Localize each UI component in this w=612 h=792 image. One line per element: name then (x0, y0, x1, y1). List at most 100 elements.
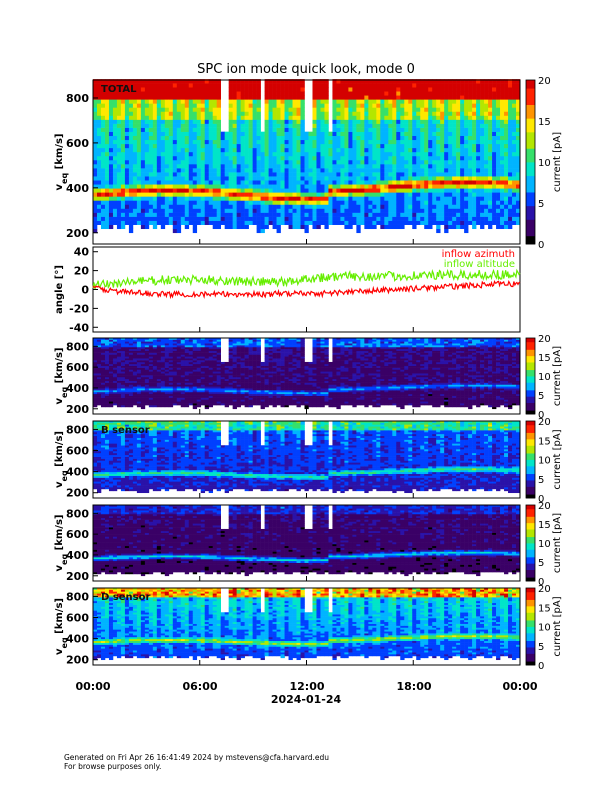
colorbar-tick-label: 10 (538, 158, 551, 169)
y-tick-label: 800 (66, 507, 89, 520)
footer-browse-note: For browse purposes only. (64, 762, 161, 771)
heatmap-cells (93, 587, 521, 661)
y-tick-label: 200 (66, 487, 89, 500)
panel-label: TOTAL (101, 84, 137, 95)
y-tick-label: 600 (66, 137, 89, 150)
colorbar-tick-label: 5 (538, 475, 544, 486)
colorbar-tick-label: 20 (538, 76, 551, 87)
y-tick-label: 600 (66, 361, 89, 374)
y-tick-label: 400 (66, 382, 89, 395)
colorbar-label: current [pA] (552, 429, 563, 489)
colorbar-tick-label: 15 (538, 603, 551, 614)
y-tick-label: 600 (66, 528, 89, 541)
y-tick-label: 800 (66, 92, 89, 105)
y-axis-label: veq [km/s] (54, 598, 69, 655)
y-tick-label: 0 (81, 284, 89, 297)
y-tick-label: 400 (66, 633, 89, 646)
y-tick-label: 800 (66, 340, 89, 353)
panel-0: TOTAL 0 5 10 15 20 current [pA] 200 400 600 800 veq… (54, 76, 563, 251)
colorbar-tick-label: 20 (538, 417, 551, 428)
colorbar-label: current [pA] (552, 132, 563, 192)
heatmap-cells (93, 420, 521, 494)
colorbar-label: current [pA] (552, 596, 563, 656)
y-tick-label: 200 (66, 403, 89, 416)
colorbar-tick-label: 10 (538, 456, 551, 467)
colorbar-tick-label: 0 (538, 661, 544, 672)
heatmap-cells (93, 504, 521, 577)
colorbar-tick-label: 0 (538, 494, 544, 505)
colorbar-tick-label: 5 (538, 558, 544, 569)
y-tick-label: 600 (66, 612, 89, 625)
colorbar-tick-label: 10 (538, 372, 551, 383)
y-tick-label: 40 (74, 246, 90, 259)
x-tick-label-4: 00:00 (502, 680, 537, 693)
colorbar-tick-label: 20 (538, 584, 551, 595)
y-tick-label: 800 (66, 423, 89, 436)
y-tick-label: 400 (66, 182, 89, 195)
colorbar-label: current [pA] (552, 346, 563, 406)
panel-label: B sensor (101, 425, 150, 436)
y-tick-label: 400 (66, 549, 89, 562)
colorbar-label: current [pA] (552, 513, 563, 573)
series-line-inflow-azimuth (92, 279, 521, 300)
x-axis-labels: 00:00 06:00 12:00 18:00 00:00 2024-01-24 (75, 680, 537, 706)
y-tick-label: 200 (66, 570, 89, 583)
x-tick-label-0: 00:00 (75, 680, 110, 693)
legend-entry: inflow azimuth (442, 249, 515, 260)
colorbar-tick-label: 0 (538, 410, 544, 421)
series-line-inflow-altitude (92, 268, 521, 290)
y-tick-label: 20 (74, 265, 90, 278)
colorbar-tick-label: 15 (538, 436, 551, 447)
colorbar-tick-label: 0 (538, 577, 544, 588)
x-date-label: 2024-01-24 (271, 693, 342, 706)
colorbar: 0 5 10 15 20 current [pA] (525, 76, 563, 251)
colorbar-tick-label: 10 (538, 623, 551, 634)
y-tick-label: 800 (66, 590, 89, 603)
x-tick-label-1: 06:00 (182, 680, 217, 693)
colorbar-tick-label: 15 (538, 520, 551, 531)
y-tick-label: 400 (66, 466, 89, 479)
colorbar-frame (525, 504, 536, 582)
y-tick-label: -20 (69, 302, 89, 315)
colorbar-tick-label: 0 (538, 240, 544, 251)
colorbar-tick-label: 15 (538, 353, 551, 364)
y-tick-label: 200 (66, 227, 89, 240)
y-axis-label: angle [°] (54, 265, 65, 314)
figure-title: SPC ion mode quick look, mode 0 (197, 62, 415, 77)
y-axis-label: veq [km/s] (54, 515, 69, 572)
colorbar-frame (525, 420, 536, 499)
colorbar-tick-label: 20 (538, 501, 551, 512)
y-axis-label: veq [km/s] (54, 134, 69, 191)
panel-frame (92, 246, 521, 333)
panel-label: D sensor (101, 592, 150, 603)
colorbar-tick-label: 5 (538, 391, 544, 402)
x-tick-label-2: 12:00 (289, 680, 324, 693)
heatmap-cells (93, 79, 521, 234)
colorbar-tick-label: 5 (538, 642, 544, 653)
legend-entry: inflow altitude (444, 259, 515, 270)
y-tick-label: 600 (66, 445, 89, 458)
y-tick-label: -40 (69, 321, 89, 334)
colorbar-frame (525, 337, 536, 415)
y-tick-label: 200 (66, 654, 89, 667)
colorbar-tick-label: 5 (538, 199, 544, 210)
x-tick-label-3: 18:00 (396, 680, 431, 693)
colorbar-tick-label: 10 (538, 539, 551, 550)
heatmap-cells (93, 337, 521, 410)
colorbar-tick-label: 15 (538, 117, 551, 128)
y-axis-label: veq [km/s] (54, 431, 69, 488)
colorbar-frame (525, 587, 536, 666)
colorbar-frame (525, 79, 536, 245)
colorbar-tick-label: 20 (538, 334, 551, 345)
